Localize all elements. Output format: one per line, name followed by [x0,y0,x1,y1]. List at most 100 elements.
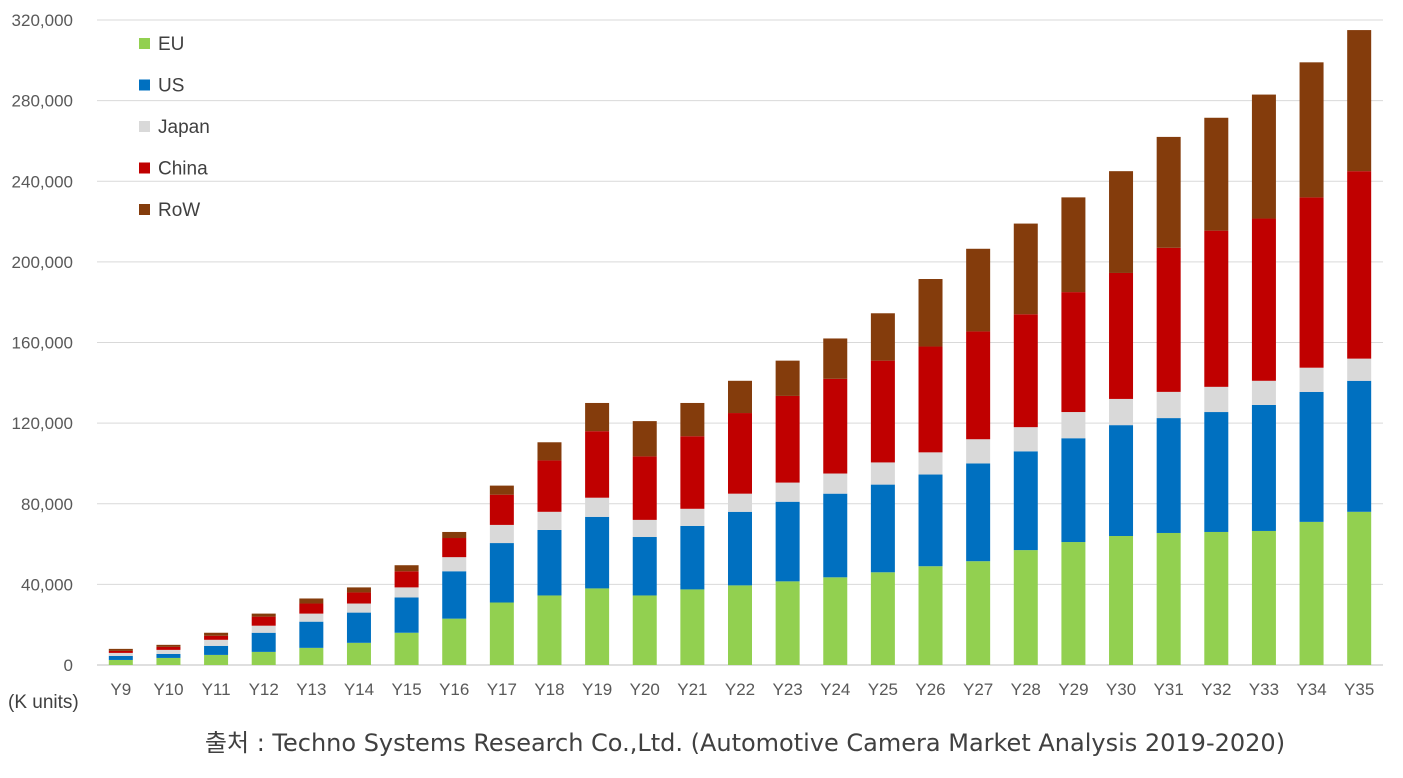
legend: EU US Japan China RoW [139,34,210,221]
bar-china-y24 [823,378,848,474]
bar-row-y16 [442,531,467,539]
bar-row-y23 [775,360,800,396]
bar-row-y35 [1347,30,1372,172]
bar-eu-y16 [442,618,467,665]
bar-row-y9 [108,648,133,651]
x-tick-label-y33: Y33 [1249,680,1279,699]
bar-row-y22 [728,380,752,414]
bar-japan-y35 [1347,358,1372,381]
x-tick-label-y24: Y24 [820,680,850,699]
x-tick-label-y21: Y21 [677,680,707,699]
bar-china-y30 [1109,272,1134,399]
bar-china-y31 [1156,247,1181,392]
bar-japan-y34 [1299,367,1324,392]
bar-row-y25 [870,313,895,361]
x-tick-label-y34: Y34 [1296,680,1326,699]
x-tick-label-y17: Y17 [487,680,517,699]
bar-japan-y12 [251,625,276,633]
bar-us-y30 [1109,425,1134,536]
bar-us-y21 [680,525,705,590]
bar-eu-y27 [966,561,991,665]
bar-eu-y11 [204,654,229,665]
y-tick-label-0: 0 [64,656,73,675]
bar-us-y17 [489,543,514,603]
bar-us-y32 [1204,412,1229,532]
bar-japan-y11 [204,639,229,646]
legend-label-china: China [158,159,208,180]
bar-us-y31 [1156,418,1181,533]
bar-japan-y33 [1251,380,1276,405]
legend-label-japan: Japan [158,117,210,138]
bar-japan-y31 [1156,391,1181,419]
bar-us-y24 [823,493,848,578]
bar-row-y24 [823,338,848,379]
bar-us-y13 [299,621,324,648]
bar-eu-y19 [585,588,610,665]
bar-china-y22 [728,413,752,494]
bar-eu-y30 [1109,536,1134,665]
bar-us-y33 [1251,404,1276,531]
y-axis-unit-label: (K units) [8,692,79,713]
x-tick-label-y31: Y31 [1154,680,1184,699]
bar-japan-y20 [632,519,657,538]
bar-us-y15 [394,597,419,633]
x-tick-label-y35: Y35 [1344,680,1374,699]
legend-swatch-eu [139,38,150,49]
bar-japan-y22 [728,493,752,512]
bar-us-y28 [1013,451,1038,551]
legend-label-us: US [158,76,184,97]
bar-eu-y33 [1251,530,1276,665]
bar-japan-y28 [1013,427,1038,452]
y-tick-label-80000: 80,000 [21,495,73,514]
x-tick-label-y19: Y19 [582,680,612,699]
bar-row-y10 [156,644,181,647]
bar-us-y26 [918,474,943,567]
bar-row-y19 [585,402,610,432]
bar-eu-y13 [299,647,324,665]
bar-us-y34 [1299,391,1324,522]
x-tick-label-y27: Y27 [963,680,993,699]
bar-us-y14 [346,612,371,643]
bar-row-y20 [632,421,657,457]
bar-row-y14 [346,587,371,593]
bar-us-y11 [204,645,229,655]
x-tick-label-y12: Y12 [249,680,279,699]
x-tick-label-y10: Y10 [153,680,183,699]
bars [108,30,1372,665]
bar-japan-y27 [966,439,991,464]
bar-japan-y32 [1204,386,1229,413]
bar-us-y22 [728,511,752,586]
legend-swatch-us [139,79,150,91]
bar-row-y18 [537,442,562,461]
bar-eu-y15 [394,632,419,665]
bar-china-y12 [251,616,276,626]
bar-row-y13 [299,598,324,604]
x-tick-label-y13: Y13 [296,680,326,699]
bar-eu-y26 [918,566,943,665]
bar-row-y28 [1013,223,1038,315]
bar-us-y16 [442,571,467,619]
bar-us-y10 [156,653,181,658]
x-tick-label-y15: Y15 [391,680,421,699]
bar-japan-y17 [489,524,514,544]
bar-us-y20 [632,537,657,596]
bar-eu-y10 [156,657,181,665]
bar-eu-y20 [632,595,657,665]
bar-china-y25 [870,360,895,463]
bar-eu-y21 [680,589,705,665]
bar-china-y19 [585,431,610,498]
bar-eu-y9 [108,659,133,665]
bar-china-y14 [346,592,371,604]
x-axis-tick-labels: Y9 Y10 Y11 Y12 Y13 Y14 Y15 Y16 Y17 Y18 Y19 Y20 Y21 Y2… [110,680,1374,699]
bar-eu-y12 [251,651,276,665]
bar-eu-y22 [728,585,752,665]
bar-japan-y23 [775,482,800,502]
x-tick-label-y23: Y23 [773,680,803,699]
bar-china-y9 [108,650,133,653]
x-tick-label-y9: Y9 [110,680,131,699]
y-tick-label-280000: 280,000 [12,92,73,111]
bar-row-y29 [1061,197,1086,293]
bar-japan-y16 [442,557,467,572]
bar-row-y17 [489,485,514,495]
bar-us-y29 [1061,438,1086,543]
